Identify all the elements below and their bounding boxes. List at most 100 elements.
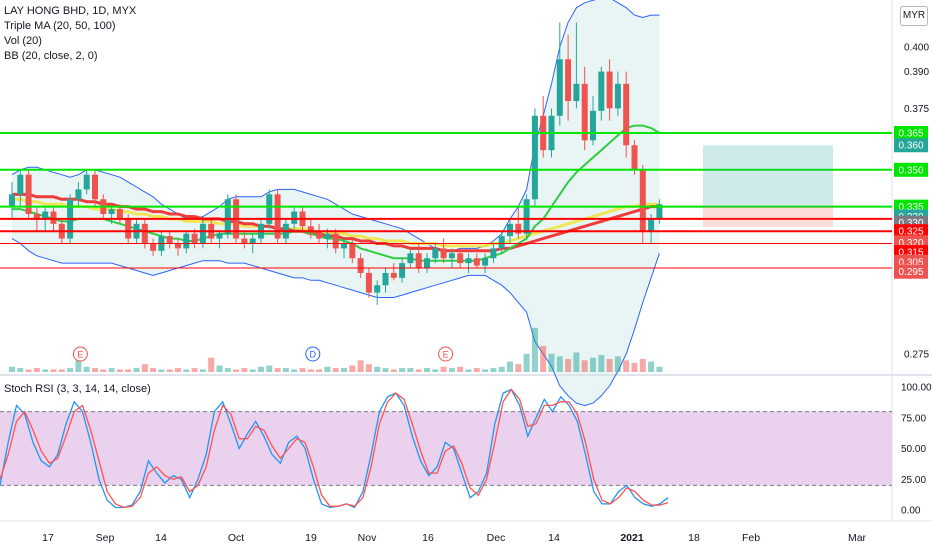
stoch-axis-tick: 0.00 [901, 506, 921, 517]
stoch-rsi-label[interactable]: Stoch RSI (3, 3, 14, 14, close) [4, 383, 151, 395]
volume-bar [291, 369, 298, 372]
candle [440, 238, 447, 264]
candle-body [357, 258, 364, 273]
currency-badge[interactable]: MYR [900, 6, 928, 26]
volume-bar [548, 353, 555, 372]
candle-body [324, 233, 331, 239]
candle-body [415, 253, 422, 269]
candle-body [216, 233, 223, 239]
price-tag-label: 0.350 [898, 165, 923, 176]
volume-bar [175, 368, 181, 372]
candle-body [374, 285, 381, 293]
candle-body [623, 83, 630, 146]
candle-body [92, 174, 98, 200]
candle [75, 182, 82, 207]
time-axis-tick: Oct [228, 532, 244, 544]
candle [473, 253, 480, 269]
candle-body [390, 272, 397, 278]
candle [241, 231, 248, 249]
price-tag-label: 0.320 [898, 238, 923, 249]
volume-bar [150, 368, 157, 372]
time-axis-tick: Dec [487, 532, 506, 544]
candle [365, 268, 372, 298]
time-axis-tick: 2021 [620, 532, 644, 544]
candle-body [241, 238, 248, 244]
candle [424, 253, 430, 273]
volume-bar [266, 365, 273, 372]
volume-bar [282, 368, 289, 372]
candle-body [581, 83, 588, 141]
candle [25, 169, 32, 219]
price-axis-tick: 0.390 [904, 67, 929, 78]
candle-body [465, 258, 472, 264]
volume-bar [399, 368, 406, 372]
candle-body [266, 194, 273, 224]
event-marker-label: E [443, 350, 449, 360]
candle-body [565, 59, 572, 102]
volume-bar [316, 369, 323, 372]
candle-body [523, 199, 530, 234]
candle [390, 263, 397, 281]
candle [316, 223, 323, 244]
candle [266, 189, 273, 229]
stoch-axis-tick: 25.00 [901, 475, 926, 486]
volume-bar [9, 366, 15, 372]
candle-body [606, 71, 613, 109]
time-axis-tick: 18 [688, 532, 700, 544]
volume-bar [357, 360, 364, 372]
volume-bar [623, 360, 630, 372]
volume-bar [507, 361, 513, 372]
volume-bar [191, 368, 198, 372]
price-tag-label: 0.365 [898, 128, 923, 139]
candle-body [407, 253, 414, 264]
candle-body [432, 248, 439, 259]
candle [515, 206, 522, 239]
position-target-zone [703, 145, 833, 207]
volume-bar [125, 369, 132, 372]
candle [357, 253, 364, 278]
volume-bar [100, 369, 107, 372]
volume-bar [349, 365, 356, 372]
volume-bar [598, 355, 605, 372]
candle [581, 66, 588, 151]
candle-body [573, 83, 580, 102]
price-tag-label: 0.360 [898, 141, 923, 152]
price-tag [894, 125, 928, 140]
candle [490, 243, 497, 264]
candle [407, 248, 414, 269]
candle-body [590, 110, 596, 141]
candle-body [515, 223, 522, 234]
candle [399, 258, 406, 283]
candle [349, 238, 356, 264]
candle [216, 231, 223, 249]
candle-body [141, 223, 148, 244]
candle-body [349, 243, 356, 259]
volume-bar [42, 369, 49, 372]
bollinger-label[interactable]: BB (20, close, 2, 0) [4, 50, 98, 62]
candle [150, 238, 157, 256]
candle [556, 22, 563, 126]
volume-bar [324, 366, 331, 372]
candle [590, 96, 596, 146]
candle-body [631, 145, 638, 170]
volume-bar [274, 368, 281, 372]
volume-bar [92, 368, 98, 372]
triple-ma-label[interactable]: Triple MA (20, 50, 100) [4, 20, 116, 32]
price-axis-tick: 0.275 [904, 350, 929, 361]
time-axis-tick: 14 [548, 532, 560, 544]
volume-bar [432, 369, 439, 372]
volume-bar [581, 360, 588, 372]
volume-bar [332, 368, 339, 372]
candle-body [440, 248, 447, 259]
volume-label[interactable]: Vol (20) [4, 35, 42, 47]
symbol-label[interactable]: LAY HONG BHD, 1D, MYX [4, 5, 137, 17]
candle-body [507, 223, 513, 237]
volume-bar [448, 368, 455, 372]
volume-bar [490, 368, 497, 372]
volume-bar [108, 368, 115, 372]
candle-body [307, 226, 314, 232]
volume-bar [614, 356, 621, 372]
volume-bar [83, 366, 90, 372]
